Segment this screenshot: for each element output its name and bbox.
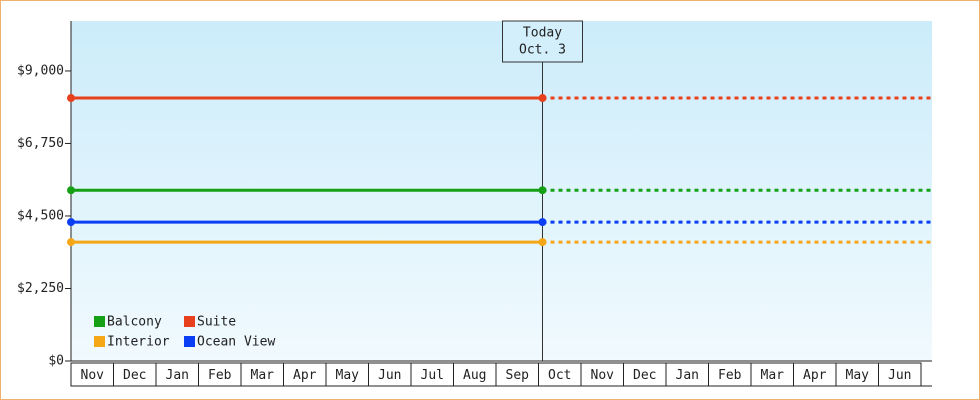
x-tick-label: Apr [803, 368, 827, 383]
x-tick-label: Aug [463, 368, 486, 383]
x-tick-label: Jun [888, 368, 911, 383]
x-tick-label: Sep [506, 368, 530, 383]
today-label: Today [523, 26, 562, 41]
legend-swatch [94, 336, 105, 347]
today-box [502, 20, 583, 63]
x-tick-label: Jan [676, 368, 699, 383]
x-tick-label: Jun [378, 368, 401, 383]
legend-swatch [94, 316, 105, 327]
legend-label: Interior [107, 335, 170, 350]
today-label: Oct. 3 [519, 43, 566, 58]
y-tick-label: $4,500 [17, 208, 64, 223]
x-tick-label: May [336, 368, 360, 383]
x-tick-label: Apr [293, 368, 317, 383]
price-point [538, 186, 547, 195]
price-point [67, 218, 75, 227]
x-tick-label: Jan [166, 368, 189, 383]
x-tick-label: Feb [208, 368, 232, 383]
y-tick-label: $9,000 [17, 63, 64, 78]
y-tick-label: $2,250 [17, 281, 64, 296]
price-point [538, 238, 547, 247]
price-point [67, 186, 75, 195]
price-point [67, 94, 75, 103]
y-tick-label: $0 [48, 354, 64, 369]
legend-swatch [184, 316, 195, 327]
x-tick-label: Dec [633, 368, 656, 383]
x-tick-label: Nov [591, 368, 615, 383]
x-tick-label: Dec [123, 368, 146, 383]
x-tick-label: Feb [718, 368, 742, 383]
price-point [67, 238, 75, 247]
x-tick-label: May [846, 368, 870, 383]
x-tick-label: Jul [421, 368, 444, 383]
x-tick-cell [878, 362, 922, 387]
legend-label: Suite [197, 315, 236, 330]
x-tick-label: Oct [548, 368, 571, 383]
x-tick-label: Nov [81, 368, 105, 383]
legend-label: Balcony [107, 315, 162, 330]
x-tick-label: Mar [251, 368, 275, 383]
legend-label: Ocean View [197, 335, 275, 350]
x-tick-label: Mar [761, 368, 785, 383]
price-point [538, 94, 547, 103]
legend-swatch [184, 336, 195, 347]
price-point [538, 218, 547, 227]
y-tick-label: $6,750 [17, 136, 64, 151]
